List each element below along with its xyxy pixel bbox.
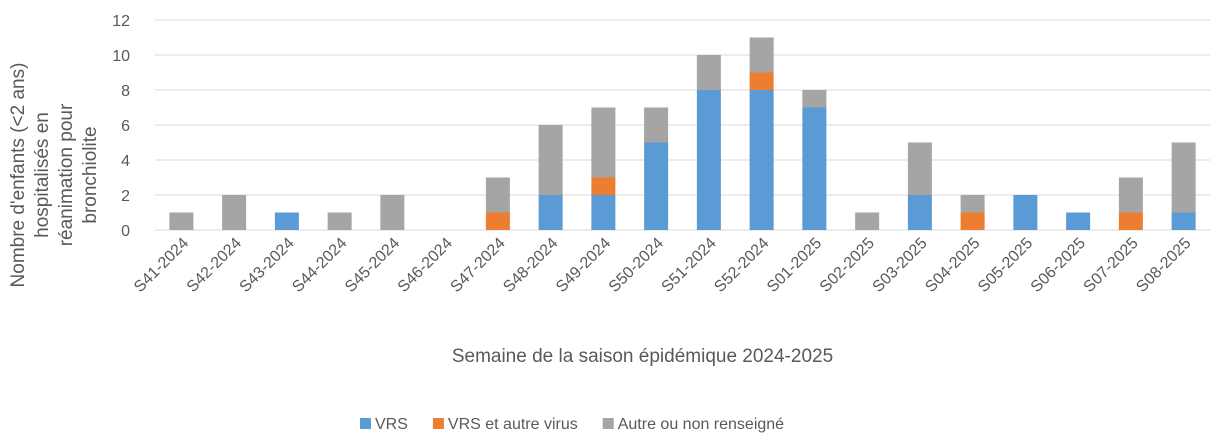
bar-segment: [749, 37, 774, 73]
x-tick-label: S50-2024: [606, 235, 667, 296]
y-tick-label: 8: [121, 83, 130, 100]
legend-label: VRS et autre virus: [448, 416, 578, 433]
bar-segment: [1118, 212, 1143, 230]
legend-swatch: [360, 418, 371, 429]
y-tick-label: 0: [121, 223, 130, 240]
bar-segment: [696, 90, 721, 230]
bar-segment: [1171, 142, 1196, 213]
y-tick-label: 6: [121, 118, 130, 135]
bar-segment: [960, 212, 985, 230]
bar-segment: [1013, 195, 1038, 230]
x-tick-label: S47-2024: [448, 235, 509, 296]
bar-segment: [222, 195, 247, 230]
x-tick-label: S04-2025: [922, 235, 983, 296]
bar-segment: [960, 195, 985, 213]
x-tick-label: S44-2024: [289, 235, 350, 296]
bar-segment: [644, 142, 669, 230]
bar-segment: [485, 177, 510, 213]
bar-segment: [907, 142, 932, 195]
x-axis-title: Semaine de la saison épidémique 2024-202…: [452, 346, 833, 367]
legend-swatch: [602, 418, 614, 429]
x-tick-label: S42-2024: [184, 235, 245, 296]
bar-segment: [696, 55, 721, 90]
x-tick-label: S49-2024: [553, 235, 614, 296]
bar-segment: [327, 212, 352, 230]
bar-segment: [1171, 212, 1196, 230]
x-tick-label: S01-2025: [764, 235, 825, 296]
bar-segment: [380, 195, 405, 230]
bar-segment: [591, 177, 616, 195]
legend-label: VRS: [375, 416, 408, 433]
bar-segment: [749, 72, 774, 90]
bar-segment: [591, 195, 616, 230]
x-tick-label: S41-2024: [131, 235, 192, 296]
bar-segment: [802, 107, 827, 230]
y-tick-label: 4: [121, 153, 130, 170]
x-tick-label: S51-2024: [659, 235, 720, 296]
bar-segment: [538, 195, 563, 230]
x-tick-label: S06-2025: [1028, 235, 1089, 296]
bar-segment: [855, 212, 880, 230]
bar-segment: [1118, 177, 1143, 213]
bar-segment: [591, 107, 616, 178]
bar-segment: [644, 107, 669, 143]
x-tick-label: S02-2025: [817, 235, 878, 296]
bar-segment: [169, 212, 194, 230]
y-axis-title: Nombre d'enfants (<2 ans) hospitalisés e…: [8, 62, 101, 288]
x-tick-label: S08-2025: [1133, 235, 1194, 296]
x-tick-label: S48-2024: [500, 235, 561, 296]
bar-segment: [274, 212, 299, 230]
bar-segment: [485, 212, 510, 230]
x-tick-label: S07-2025: [1081, 235, 1142, 296]
bar-segment: [749, 90, 774, 230]
x-tick-label: S45-2024: [342, 235, 403, 296]
legend-label: Autre ou non renseigné: [618, 416, 784, 433]
x-tick-label: S05-2025: [975, 235, 1036, 296]
y-tick-label: 2: [121, 188, 130, 205]
bar-segment: [907, 195, 932, 230]
x-tick-label: S52-2024: [711, 235, 772, 296]
x-tick-label: S03-2025: [870, 235, 931, 296]
x-tick-label: S43-2024: [237, 235, 298, 296]
legend-swatch: [432, 418, 444, 429]
bar-segment: [1066, 212, 1091, 230]
bar-segment: [538, 125, 563, 195]
bar-segment: [802, 90, 827, 108]
x-tick-label: S46-2024: [395, 235, 456, 296]
y-tick-label: 10: [112, 48, 130, 65]
y-tick-label: 12: [112, 13, 130, 30]
